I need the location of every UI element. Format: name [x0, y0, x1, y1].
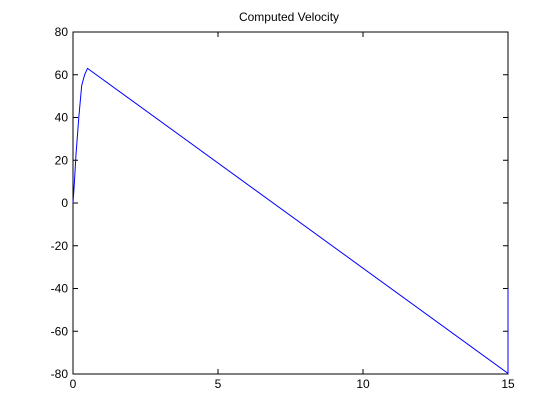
- y-tick-label: -60: [51, 324, 69, 338]
- x-tick-label: 15: [501, 377, 515, 391]
- y-tick-label: 80: [55, 25, 69, 39]
- plot-area: [72, 31, 509, 375]
- y-tick-label: 60: [55, 68, 69, 82]
- series-line: [72, 67, 509, 375]
- x-tick-label: 10: [356, 377, 370, 391]
- y-tick-label: -80: [51, 367, 69, 381]
- axis-ticks: [72, 31, 509, 375]
- y-tick-label: 0: [61, 196, 68, 210]
- y-tick-label: -40: [51, 282, 69, 296]
- y-tick-label: -20: [51, 239, 69, 253]
- axis-tick-labels: 0 5 10 15 -80 -60 -40 -20 0 20 40 60 80: [51, 25, 515, 391]
- y-tick-label: 20: [55, 153, 69, 167]
- x-tick-label: 5: [215, 377, 222, 391]
- series-layer: [72, 67, 509, 375]
- y-tick-label: 40: [55, 111, 69, 125]
- x-tick-label: 0: [70, 377, 77, 391]
- chart-title: Computed Velocity: [239, 10, 339, 24]
